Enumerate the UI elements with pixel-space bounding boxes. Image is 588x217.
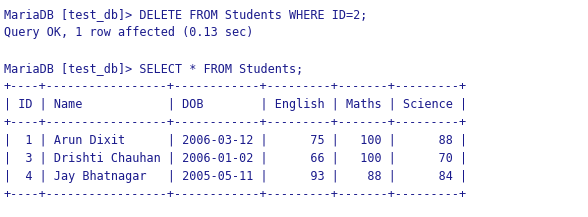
Text: |  3 | Drishti Chauhan | 2006-01-02 |      66 |   100 |      70 |: | 3 | Drishti Chauhan | 2006-01-02 | 66 … <box>4 152 467 165</box>
Text: |  1 | Arun Dixit      | 2006-03-12 |      75 |   100 |      88 |: | 1 | Arun Dixit | 2006-03-12 | 75 | 100… <box>4 134 467 147</box>
Text: +----+-----------------+------------+---------+-------+---------+: +----+-----------------+------------+---… <box>4 80 467 93</box>
Text: +----+-----------------+------------+---------+-------+---------+: +----+-----------------+------------+---… <box>4 188 467 201</box>
Text: |  4 | Jay Bhatnagar   | 2005-05-11 |      93 |    88 |      84 |: | 4 | Jay Bhatnagar | 2005-05-11 | 93 | … <box>4 170 467 183</box>
Text: MariaDB [test_db]> DELETE FROM Students WHERE ID=2;: MariaDB [test_db]> DELETE FROM Students … <box>4 8 368 21</box>
Text: +----+-----------------+------------+---------+-------+---------+: +----+-----------------+------------+---… <box>4 116 467 129</box>
Text: | ID | Name            | DOB        | English | Maths | Science |: | ID | Name | DOB | English | Maths | Sc… <box>4 98 467 111</box>
Text: MariaDB [test_db]> SELECT * FROM Students;: MariaDB [test_db]> SELECT * FROM Student… <box>4 62 303 75</box>
Text: Query OK, 1 row affected (0.13 sec): Query OK, 1 row affected (0.13 sec) <box>4 26 253 39</box>
